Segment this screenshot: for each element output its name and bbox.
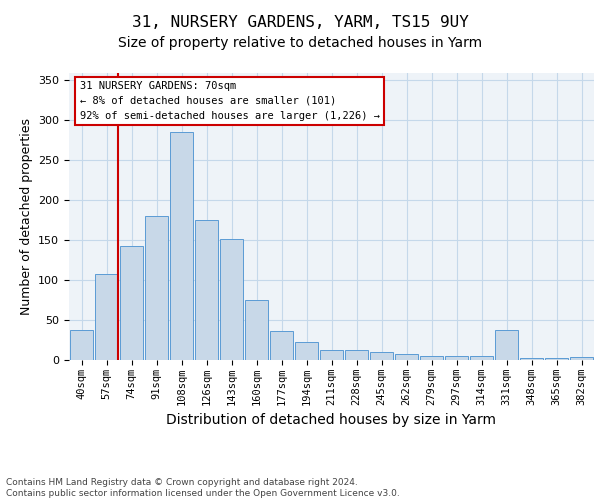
- Bar: [545, 358, 568, 360]
- Bar: [220, 238, 243, 360]
- Text: 31 NURSERY GARDENS: 70sqm
← 8% of detached houses are smaller (101)
92% of semi-: 31 NURSERY GARDENS: 70sqm ← 8% of detach…: [79, 81, 380, 120]
- Text: Size of property relative to detached houses in Yarm: Size of property relative to detached ho…: [118, 36, 482, 50]
- Bar: [295, 342, 318, 360]
- Bar: [445, 356, 468, 360]
- Bar: [120, 246, 143, 360]
- Bar: [570, 357, 593, 360]
- Bar: [145, 216, 168, 360]
- Bar: [345, 350, 368, 360]
- Bar: [245, 300, 268, 360]
- Y-axis label: Number of detached properties: Number of detached properties: [20, 118, 32, 315]
- Text: Contains HM Land Registry data © Crown copyright and database right 2024.
Contai: Contains HM Land Registry data © Crown c…: [6, 478, 400, 498]
- Bar: [470, 356, 493, 360]
- Bar: [195, 220, 218, 360]
- Bar: [520, 358, 543, 360]
- Bar: [270, 331, 293, 360]
- Bar: [320, 350, 343, 360]
- Bar: [420, 356, 443, 360]
- Bar: [95, 274, 118, 360]
- Bar: [495, 330, 518, 360]
- Bar: [170, 132, 193, 360]
- X-axis label: Distribution of detached houses by size in Yarm: Distribution of detached houses by size …: [167, 414, 497, 428]
- Bar: [395, 354, 418, 360]
- Bar: [70, 330, 93, 360]
- Bar: [370, 352, 393, 360]
- Text: 31, NURSERY GARDENS, YARM, TS15 9UY: 31, NURSERY GARDENS, YARM, TS15 9UY: [131, 15, 469, 30]
